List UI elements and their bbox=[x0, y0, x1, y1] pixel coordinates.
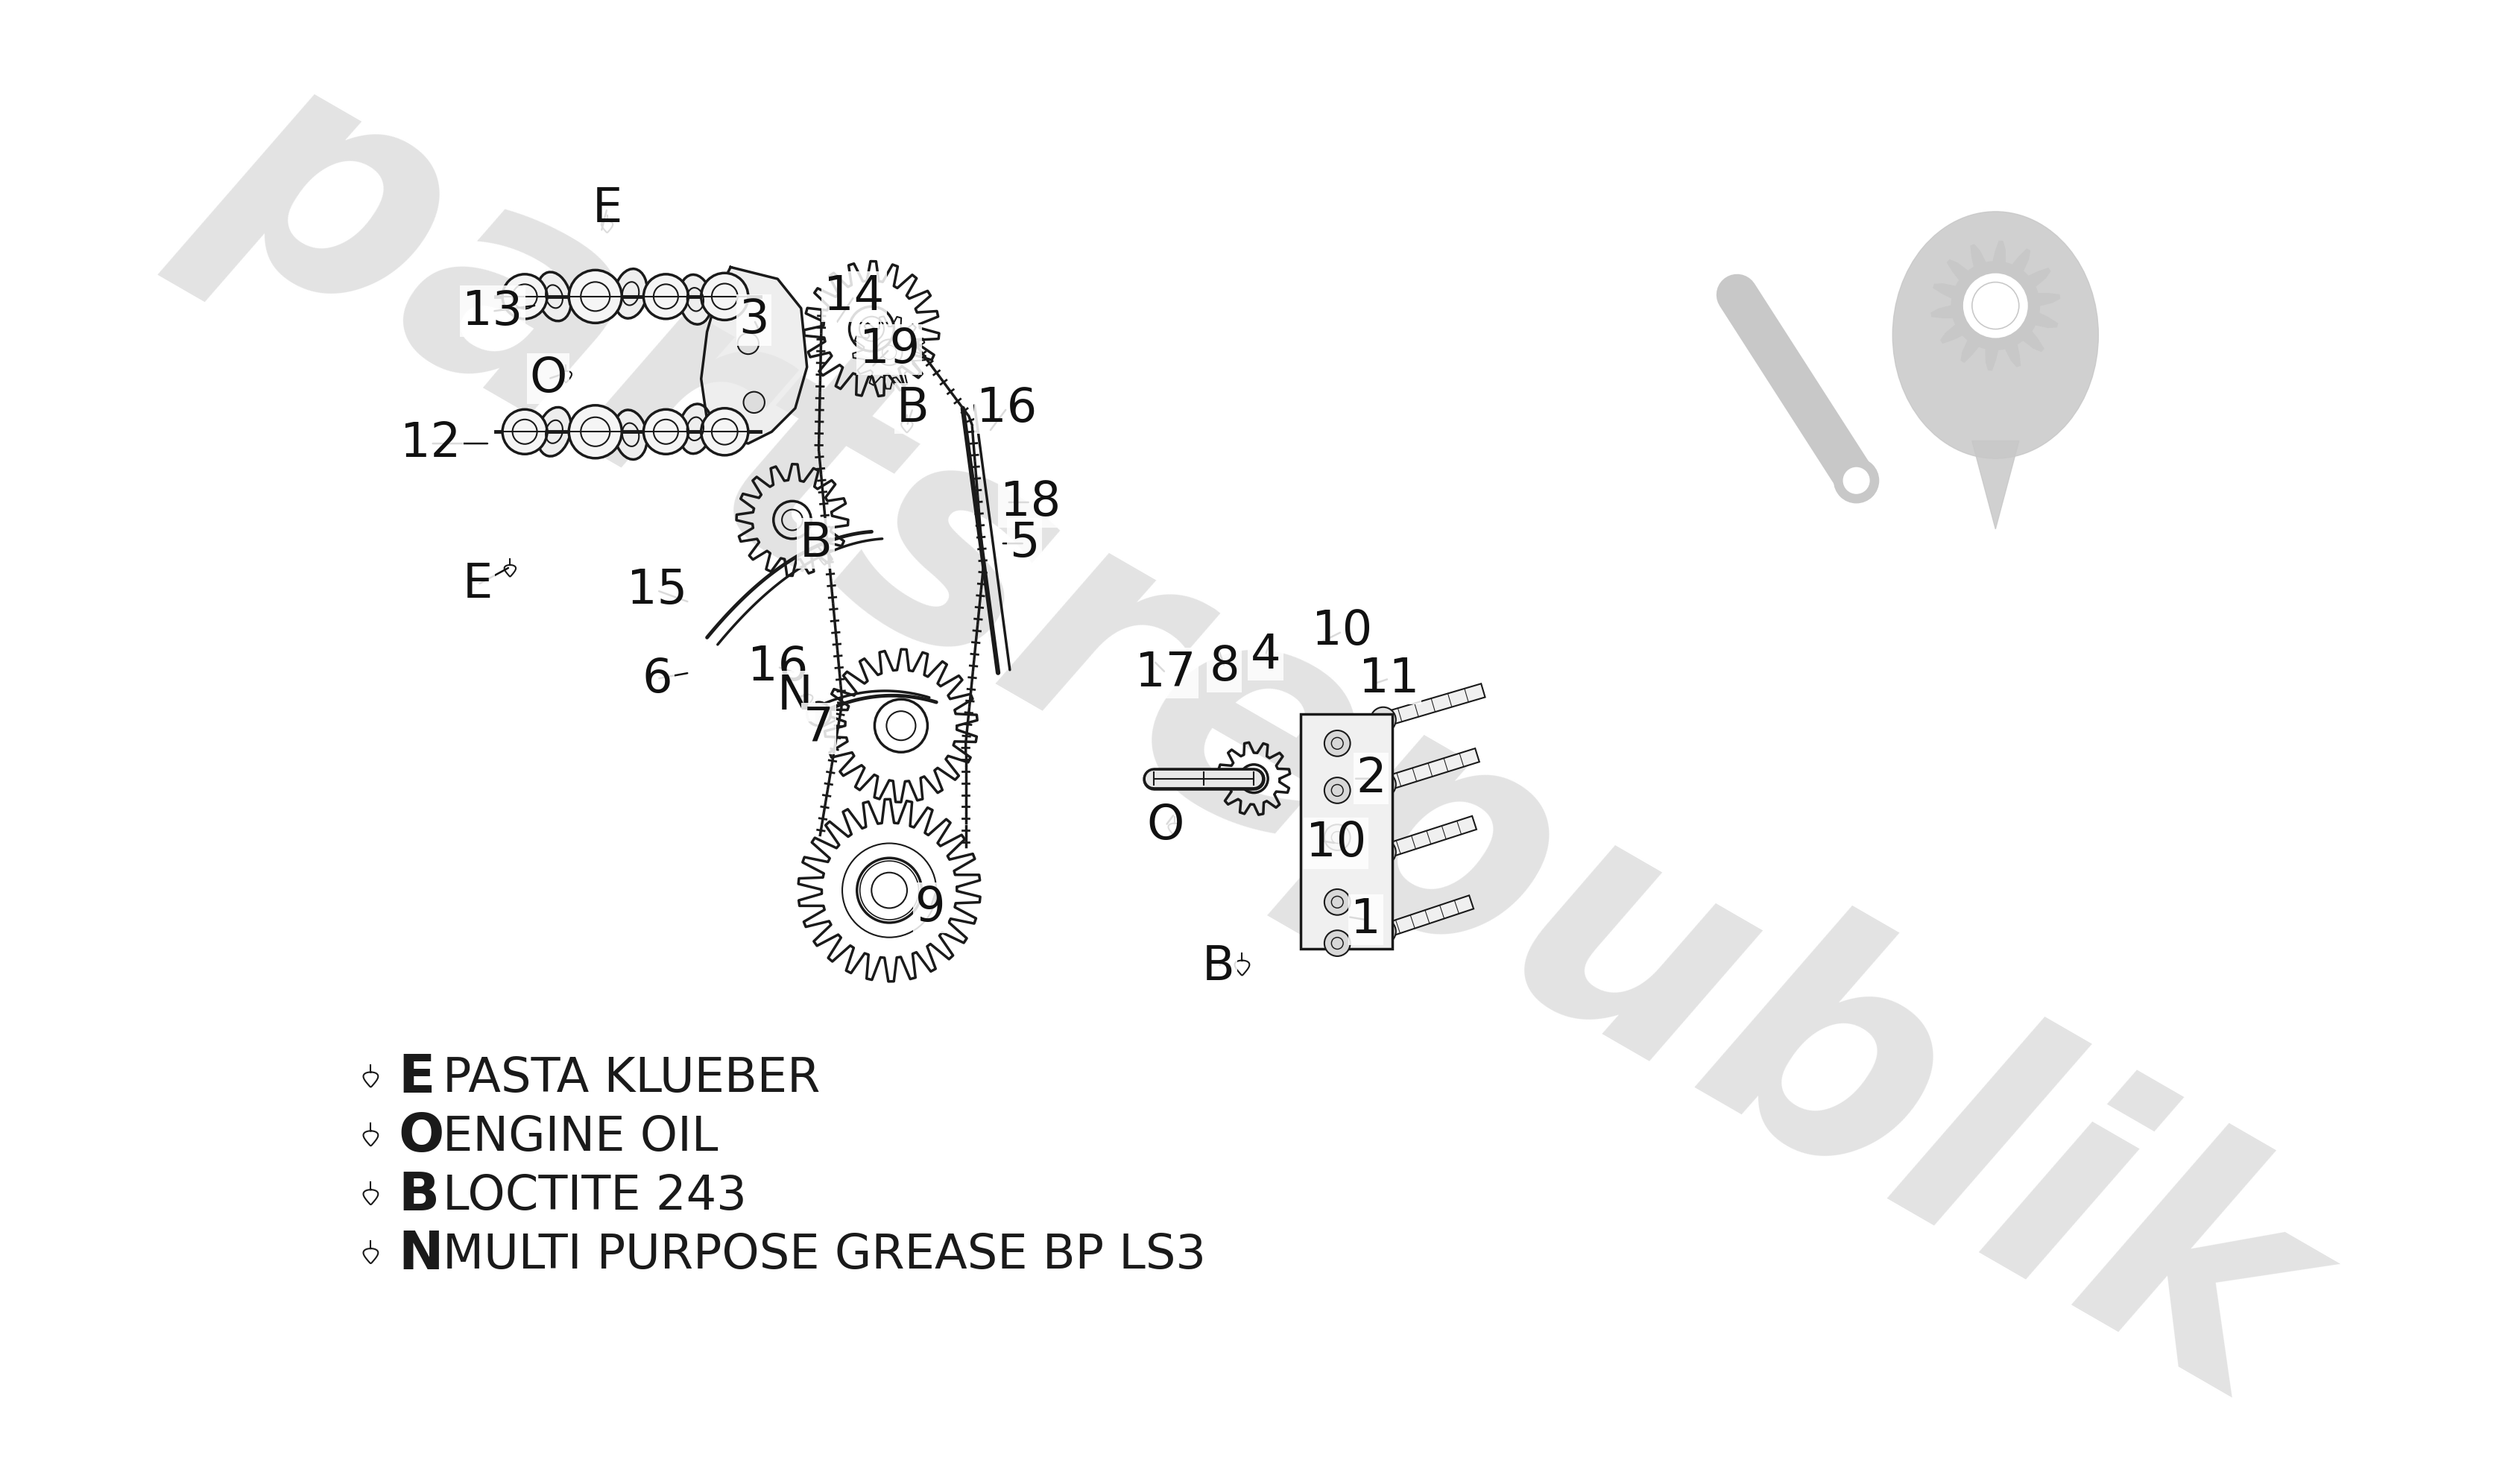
Ellipse shape bbox=[678, 275, 711, 324]
Text: 6: 6 bbox=[643, 655, 673, 702]
Ellipse shape bbox=[615, 409, 648, 459]
Polygon shape bbox=[1930, 241, 2059, 369]
Text: ENGINE OIL: ENGINE OIL bbox=[444, 1114, 718, 1160]
Circle shape bbox=[570, 405, 622, 458]
Text: B: B bbox=[1202, 944, 1235, 989]
Text: MULTI PURPOSE GREASE BP LS3: MULTI PURPOSE GREASE BP LS3 bbox=[444, 1232, 1205, 1278]
Ellipse shape bbox=[678, 403, 711, 453]
Text: 18: 18 bbox=[1000, 480, 1061, 526]
Circle shape bbox=[1326, 889, 1351, 916]
Circle shape bbox=[643, 409, 688, 453]
Circle shape bbox=[1326, 824, 1351, 851]
Text: partsrepublik: partsrepublik bbox=[159, 13, 2361, 1459]
Text: O: O bbox=[529, 356, 567, 402]
Polygon shape bbox=[1381, 815, 1477, 858]
Circle shape bbox=[1973, 283, 2019, 328]
Text: 10: 10 bbox=[1305, 820, 1366, 867]
Ellipse shape bbox=[1893, 212, 2099, 458]
Circle shape bbox=[1326, 730, 1351, 757]
Circle shape bbox=[701, 408, 748, 455]
Circle shape bbox=[806, 702, 832, 726]
Circle shape bbox=[1371, 771, 1396, 798]
Text: 5: 5 bbox=[1011, 520, 1041, 567]
Circle shape bbox=[1326, 777, 1351, 804]
Text: 15: 15 bbox=[627, 567, 688, 614]
Text: 8: 8 bbox=[1210, 643, 1240, 690]
Text: 13: 13 bbox=[461, 289, 522, 334]
Text: B: B bbox=[799, 520, 832, 567]
Bar bbox=[1300, 714, 1391, 949]
Circle shape bbox=[743, 392, 764, 414]
Text: E: E bbox=[592, 185, 622, 231]
Polygon shape bbox=[1381, 895, 1474, 938]
Circle shape bbox=[643, 274, 688, 319]
Text: 1: 1 bbox=[1351, 896, 1381, 944]
Text: B: B bbox=[897, 386, 930, 431]
Text: 12: 12 bbox=[401, 421, 461, 467]
Text: E: E bbox=[464, 561, 494, 608]
Circle shape bbox=[501, 409, 547, 453]
Text: E: E bbox=[398, 1052, 436, 1104]
Circle shape bbox=[1845, 468, 1870, 493]
Polygon shape bbox=[1381, 748, 1479, 792]
Circle shape bbox=[738, 333, 759, 355]
Ellipse shape bbox=[537, 272, 572, 321]
Circle shape bbox=[1835, 458, 1880, 503]
Text: 7: 7 bbox=[804, 705, 834, 752]
Polygon shape bbox=[1381, 683, 1484, 727]
Text: O: O bbox=[1147, 802, 1184, 849]
Circle shape bbox=[570, 269, 622, 322]
Text: 17: 17 bbox=[1137, 649, 1197, 696]
Text: 10: 10 bbox=[1313, 608, 1373, 655]
Text: PASTA KLUEBER: PASTA KLUEBER bbox=[444, 1055, 819, 1101]
Text: LOCTITE 243: LOCTITE 243 bbox=[444, 1173, 746, 1219]
Circle shape bbox=[501, 274, 547, 319]
Text: 16: 16 bbox=[978, 386, 1038, 431]
Circle shape bbox=[1371, 919, 1396, 944]
Text: O: O bbox=[398, 1111, 444, 1163]
Text: 4: 4 bbox=[1250, 631, 1280, 679]
Polygon shape bbox=[1973, 440, 2019, 528]
Ellipse shape bbox=[615, 269, 648, 318]
Text: N: N bbox=[398, 1229, 444, 1281]
Circle shape bbox=[701, 272, 748, 319]
Circle shape bbox=[1326, 930, 1351, 957]
Text: 2: 2 bbox=[1356, 755, 1386, 802]
Text: 16: 16 bbox=[748, 643, 809, 690]
Text: 14: 14 bbox=[824, 274, 885, 319]
Text: 9: 9 bbox=[915, 885, 945, 932]
Polygon shape bbox=[701, 266, 806, 443]
Text: 19: 19 bbox=[859, 327, 920, 372]
Ellipse shape bbox=[537, 408, 572, 456]
Circle shape bbox=[1371, 707, 1396, 733]
Text: N: N bbox=[779, 673, 814, 720]
Text: B: B bbox=[398, 1170, 438, 1222]
Text: 11: 11 bbox=[1358, 655, 1419, 702]
Circle shape bbox=[1371, 839, 1396, 866]
Text: 3: 3 bbox=[738, 297, 769, 343]
